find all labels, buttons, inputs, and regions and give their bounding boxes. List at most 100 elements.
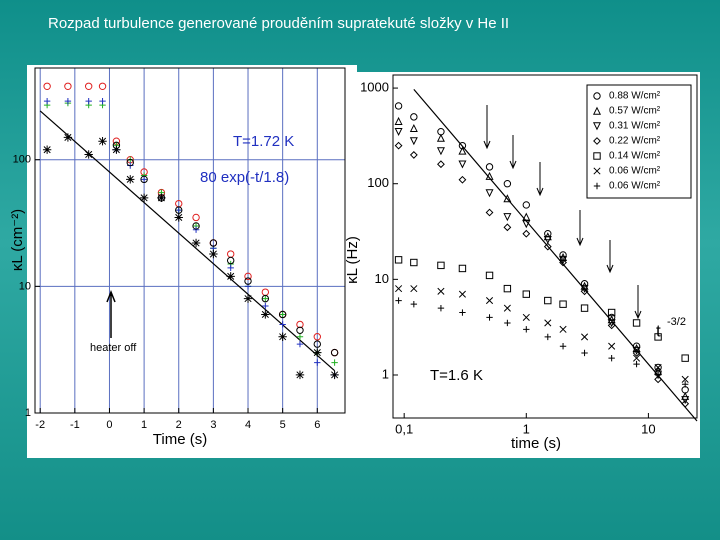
legend-label: 0.31 W/cm²	[609, 121, 661, 132]
marker	[330, 348, 339, 357]
marker	[174, 213, 183, 222]
marker	[313, 348, 322, 357]
annotation: T=1.6 K	[430, 367, 483, 384]
marker	[410, 113, 418, 121]
marker	[191, 238, 201, 248]
marker	[313, 340, 321, 348]
x-tick-label: 0	[106, 419, 112, 431]
marker	[64, 97, 72, 105]
marker	[580, 280, 589, 288]
arrow	[536, 162, 544, 197]
x-tick-label: -1	[70, 419, 80, 431]
marker	[485, 271, 494, 280]
marker	[522, 313, 530, 321]
marker	[543, 235, 552, 244]
marker	[607, 319, 616, 328]
marker	[503, 284, 512, 293]
marker	[503, 213, 512, 222]
marker	[395, 297, 402, 304]
marker	[681, 396, 690, 405]
arrow	[576, 210, 584, 247]
marker	[409, 151, 418, 159]
marker	[43, 97, 51, 105]
x-tick-label: -2	[35, 419, 45, 431]
marker	[330, 370, 339, 380]
marker	[593, 152, 601, 160]
x-tick-label: 1	[141, 419, 147, 431]
marker	[227, 264, 234, 272]
marker	[654, 371, 662, 379]
marker	[261, 294, 270, 303]
legend-label: 0.06 W/cm²	[609, 181, 661, 192]
marker	[522, 201, 530, 209]
marker	[42, 145, 52, 154]
marker	[580, 281, 589, 290]
legend-label: 0.22 W/cm²	[609, 136, 661, 147]
legend-label: 0.88 W/cm²	[609, 91, 661, 102]
marker	[64, 82, 72, 90]
marker	[84, 82, 93, 90]
marker	[244, 272, 252, 281]
marker	[409, 137, 418, 146]
arrow	[634, 285, 642, 320]
arrow	[606, 240, 614, 274]
annotation: -3/2	[667, 316, 686, 328]
marker	[522, 220, 531, 229]
marker	[608, 354, 615, 362]
marker	[654, 363, 662, 372]
marker	[503, 304, 511, 312]
marker	[313, 333, 321, 341]
marker	[84, 150, 93, 159]
marker	[296, 340, 304, 348]
marker	[581, 333, 589, 341]
marker	[394, 102, 403, 110]
marker	[437, 304, 445, 312]
y-tick-label: 10	[19, 280, 31, 292]
marker	[394, 256, 403, 264]
y-tick-label: 100	[13, 154, 31, 166]
annotation: T=1.72 K	[233, 133, 294, 150]
x-tick-label: 10	[641, 421, 655, 436]
marker	[593, 92, 601, 100]
marker	[654, 375, 662, 384]
marker	[394, 127, 403, 136]
marker	[192, 226, 200, 233]
marker	[592, 122, 602, 131]
marker	[593, 182, 601, 190]
y-tick-label: 1	[382, 366, 389, 381]
marker	[681, 354, 689, 362]
marker	[192, 213, 200, 222]
marker	[504, 319, 511, 327]
x-tick-label: 1	[523, 421, 530, 436]
marker	[632, 346, 641, 355]
marker	[244, 277, 252, 285]
marker	[559, 342, 567, 350]
marker	[278, 310, 287, 319]
marker	[410, 258, 418, 267]
marker	[296, 320, 304, 329]
marker	[436, 133, 445, 142]
marker	[580, 284, 589, 293]
marker	[559, 256, 568, 265]
left-panel	[27, 65, 357, 458]
marker	[394, 141, 403, 150]
marker	[436, 147, 445, 156]
x-axis-label: time (s)	[511, 435, 561, 452]
marker	[522, 290, 530, 298]
slide-title: Rozpad turbulence generované prouděním s…	[48, 15, 509, 32]
marker	[581, 349, 588, 357]
marker	[458, 175, 467, 184]
marker	[633, 360, 640, 368]
marker	[523, 326, 530, 333]
marker	[63, 133, 73, 142]
legend-label: 0.06 W/cm²	[609, 166, 661, 177]
marker	[226, 272, 235, 281]
marker	[632, 344, 641, 353]
marker	[192, 222, 200, 230]
marker	[485, 189, 494, 198]
fit-line	[413, 88, 698, 422]
annotation: 80 exp(-t/1.8)	[200, 169, 289, 186]
marker	[485, 163, 494, 171]
marker	[175, 206, 183, 214]
